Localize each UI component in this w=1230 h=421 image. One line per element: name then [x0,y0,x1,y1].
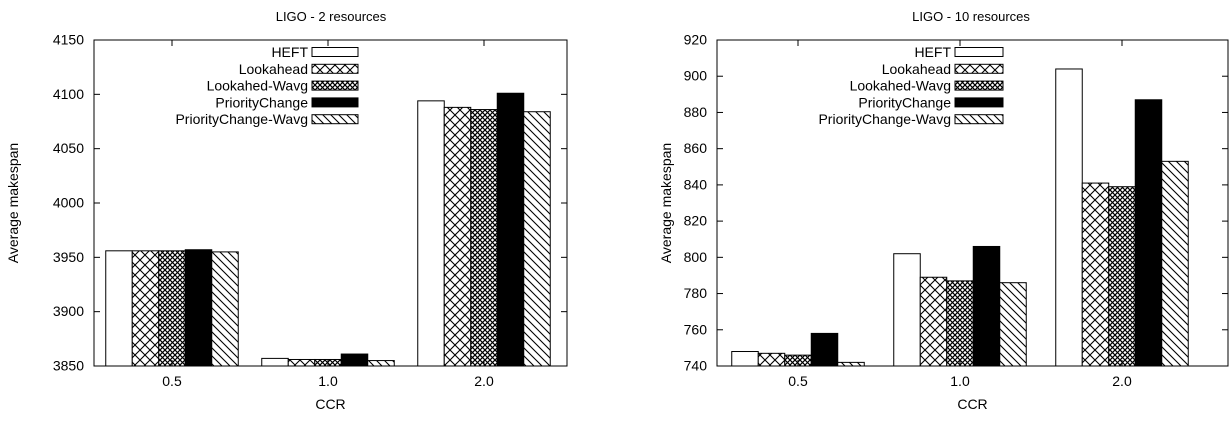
bar-lookahead-1.0 [919,276,948,367]
bar-lookahed-wavg-2.0 [1108,186,1136,367]
y-tick-label: 4000 [53,195,84,211]
bar-lookahead-2.0 [1081,182,1110,367]
legend-label: Lookahed-Wavg [850,78,951,94]
plot-frame [716,39,1229,367]
y-tick-label: 900 [684,68,708,84]
y-tick-label: 740 [684,358,708,374]
legend-swatch [954,47,1004,57]
y-tick-label: 880 [684,104,708,120]
bar-heft-2.0 [417,100,445,367]
y-tick-label: 3850 [53,358,84,374]
y-tick-label: 860 [684,140,708,156]
legend-swatch [954,80,1004,91]
bar-lookahed-wavg-1.0 [946,280,974,367]
y-tick-label: 3900 [53,303,84,319]
x-tick-label: 1.0 [318,373,338,389]
chart-title: LIGO - 2 resources [276,9,387,24]
y-axis-label: Average makespan [5,143,21,263]
x-tick-label: 1.0 [950,373,970,389]
bar-lookahed-wavg-0.5 [158,250,186,367]
legend-label: PriorityChange [215,94,308,110]
x-tick-label: 0.5 [162,373,182,389]
legend-swatch [311,97,359,108]
bar-lookahead-1.0 [287,358,316,367]
x-tick-label: 2.0 [474,373,494,389]
legend-label: Lookahed-Wavg [207,78,308,94]
y-tick-label: 4100 [53,86,84,102]
bar-prioritychange-wavg-1.0 [367,360,395,367]
bar-prioritychange-wavg-0.5 [837,361,865,367]
y-tick-label: 780 [684,285,708,301]
bar-prioritychange-1.0 [972,245,1001,367]
x-axis-label: CCR [315,396,345,412]
legend-label: HEFT [271,44,308,60]
bar-lookahed-wavg-2.0 [470,109,498,367]
legend-swatch [311,63,359,74]
legend-label: HEFT [914,44,951,60]
legend-swatch [311,47,359,57]
bar-prioritychange-wavg-1.0 [999,282,1027,367]
bar-prioritychange-wavg-0.5 [211,251,239,367]
x-tick-label: 0.5 [788,373,808,389]
bar-prioritychange-2.0 [496,92,525,367]
y-tick-label: 4150 [53,32,84,48]
y-tick-label: 760 [684,321,708,337]
bar-heft-0.5 [105,250,133,367]
legend-swatch [311,114,359,125]
chart-title: LIGO - 10 resources [912,9,1030,24]
y-tick-label: 920 [684,32,708,48]
x-tick-label: 2.0 [1112,373,1132,389]
legend-swatch [954,63,1004,74]
y-tick-label: 800 [684,249,708,265]
bar-prioritychange-0.5 [810,332,839,367]
bar-prioritychange-0.5 [184,249,213,367]
bar-lookahead-2.0 [443,106,472,367]
legend-label: PriorityChange-Wavg [818,111,951,127]
bar-lookahead-0.5 [131,250,160,367]
legend-swatch [954,97,1004,108]
legend-swatch [954,114,1004,125]
y-tick-label: 3950 [53,249,84,265]
y-axis-label: Average makespan [658,143,674,263]
bar-prioritychange-wavg-2.0 [1161,160,1189,367]
bar-heft-0.5 [731,351,759,367]
bar-heft-1.0 [893,253,921,367]
chart-ligo-2-resources: 3850 3900 3950 4000 4050 4100 4150 0.5 1.0 2.0 HE… [5,9,568,412]
bar-prioritychange-2.0 [1134,99,1163,367]
bar-lookahead-0.5 [757,352,786,367]
legend-label: Lookahead [239,61,308,77]
y-tick-label: 4050 [53,140,84,156]
y-tick-label: 840 [684,176,708,192]
bar-heft-2.0 [1055,68,1083,367]
bar-heft-1.0 [261,357,289,367]
legend-label: PriorityChange [858,94,951,110]
bar-prioritychange-wavg-2.0 [523,111,551,367]
x-axis-label: CCR [957,396,987,412]
legend-label: PriorityChange-Wavg [175,111,308,127]
legend-swatch [311,80,359,91]
legend-label: Lookahead [882,61,951,77]
y-tick-label: 820 [684,213,708,229]
bar-prioritychange-1.0 [340,353,369,367]
